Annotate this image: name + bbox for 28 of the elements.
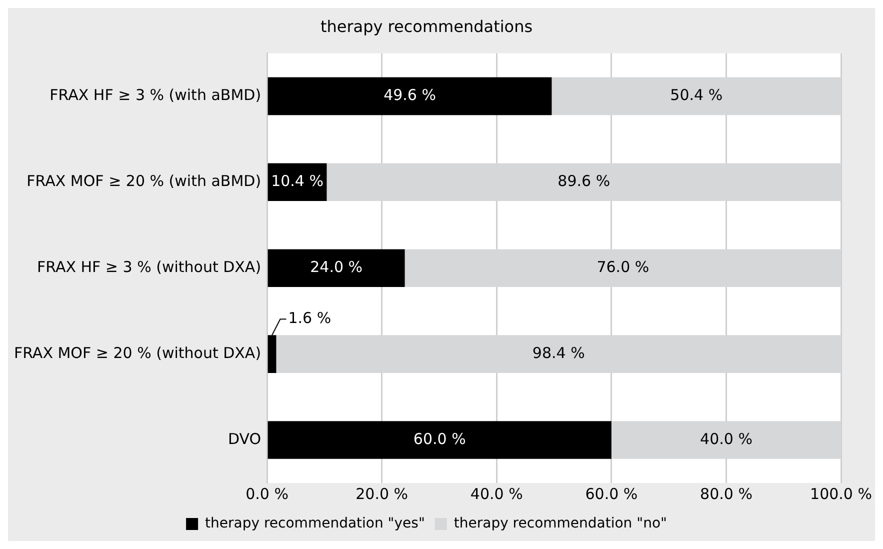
legend-label: therapy recommendation "yes" bbox=[205, 516, 425, 532]
data-label: 60.0 % bbox=[413, 430, 466, 448]
legend-label: therapy recommendation "no" bbox=[454, 516, 667, 532]
data-label: 89.6 % bbox=[558, 172, 610, 190]
bar bbox=[268, 77, 552, 116]
x-tick-label: 0.0 % bbox=[246, 484, 288, 503]
data-label: 1.6 % bbox=[288, 309, 332, 328]
data-label: 50.4 % bbox=[670, 86, 723, 104]
chart-title: therapy recommendations bbox=[320, 16, 533, 36]
data-label: 10.4 % bbox=[271, 172, 324, 190]
x-tick-label: 100.0 % bbox=[810, 484, 872, 503]
data-label: 49.6 % bbox=[384, 86, 436, 104]
x-tick-label: 80.0 % bbox=[700, 484, 752, 503]
data-label: 40.0 % bbox=[700, 430, 752, 448]
x-tick-label: 60.0 % bbox=[585, 484, 638, 503]
y-tick-label: DVO bbox=[228, 430, 262, 448]
y-tick-label: FRAX MOF ≥ 20 % (with aBMD) bbox=[26, 172, 262, 190]
bar bbox=[268, 163, 327, 202]
y-tick-label: FRAX HF ≥ 3 % (with aBMD) bbox=[50, 86, 262, 104]
y-tick-label: FRAX MOF ≥ 20 % (without DXA) bbox=[14, 344, 262, 362]
x-tick-label: 20.0 % bbox=[356, 484, 408, 503]
data-label: 76.0 % bbox=[596, 258, 650, 276]
bar bbox=[268, 421, 612, 459]
data-label: 98.4 % bbox=[532, 344, 585, 362]
y-tick-label: FRAX HF ≥ 3 % (without DXA) bbox=[37, 258, 262, 276]
data-label: 24.0 % bbox=[310, 258, 363, 276]
x-tick-label: 40.0 % bbox=[470, 484, 523, 503]
bar bbox=[268, 249, 405, 288]
